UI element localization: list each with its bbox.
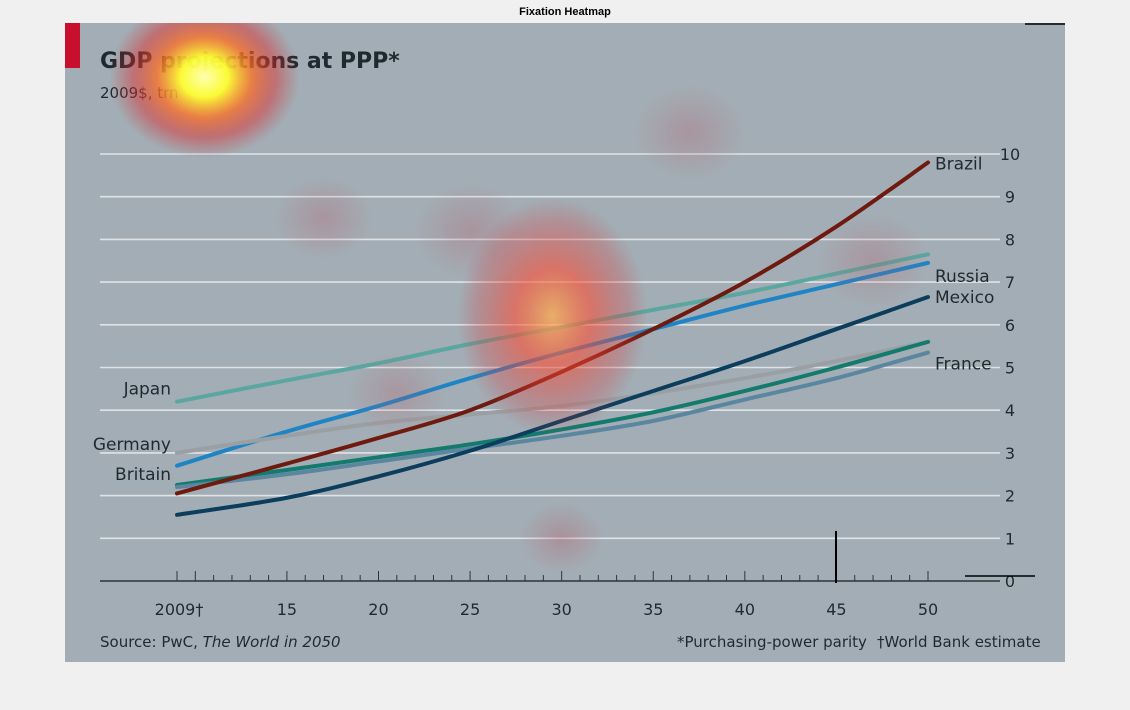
fixation-spot bbox=[633, 85, 746, 181]
series-labels: Japan Russia Germany Britain France Mexico Bra… bbox=[93, 155, 995, 485]
y-tick-label: 1 bbox=[1005, 529, 1015, 548]
fixation-heatmap-overlay bbox=[109, 23, 930, 574]
fixation-spot bbox=[109, 23, 300, 158]
y-tick-label: 8 bbox=[1005, 230, 1015, 249]
series-label-japan: Japan bbox=[123, 380, 171, 400]
footnote-ppp: *Purchasing-power parity bbox=[677, 633, 867, 651]
series-label-france: France bbox=[935, 355, 992, 375]
source-prefix: Source: PwC, bbox=[100, 633, 203, 651]
source-note: Source: PwC, The World in 2050 bbox=[100, 633, 341, 651]
y-tick-label: 10 bbox=[1000, 145, 1020, 164]
fixation-spot bbox=[347, 351, 446, 435]
y-tick-label: 3 bbox=[1005, 444, 1015, 463]
fixation-spot bbox=[414, 183, 527, 279]
fixation-spot bbox=[274, 176, 373, 260]
series-label-brazil: Brazil bbox=[935, 155, 982, 175]
series-label-britain: Britain bbox=[115, 465, 171, 485]
y-tick-label: 2 bbox=[1005, 487, 1015, 506]
x-tick-label: 40 bbox=[735, 600, 755, 619]
x-tick-label: 25 bbox=[460, 600, 480, 619]
y-tick-label: 9 bbox=[1005, 188, 1015, 207]
series-label-germany: Germany bbox=[93, 435, 171, 455]
y-tick-label: 5 bbox=[1005, 359, 1015, 378]
y-tick-label: 7 bbox=[1005, 273, 1015, 292]
fixation-spot bbox=[519, 502, 604, 574]
x-tick-label: 35 bbox=[643, 600, 663, 619]
x-tick-label: 50 bbox=[918, 600, 938, 619]
series-label-russia: Russia bbox=[935, 267, 990, 287]
title-accent-bar bbox=[65, 23, 80, 68]
fixation-spot bbox=[817, 213, 930, 309]
series-label-mexico: Mexico bbox=[935, 288, 994, 308]
x-axis: 2009† 15 20 25 30 35 40 45 50 bbox=[155, 571, 938, 619]
figure-window-title: Fixation Heatmap bbox=[519, 6, 611, 18]
y-tick-label: 6 bbox=[1005, 316, 1015, 335]
footnote-world-bank: †World Bank estimate bbox=[877, 633, 1041, 651]
series-line-france bbox=[175, 350, 930, 490]
x-tick-label: 30 bbox=[551, 600, 571, 619]
x-tick-label: 2009† bbox=[155, 600, 204, 619]
y-tick-label: 0 bbox=[1005, 572, 1015, 591]
source-title: The World in 2050 bbox=[203, 633, 341, 651]
y-axis-tick-labels: 0 1 2 3 4 5 6 7 8 9 10 bbox=[1000, 145, 1020, 591]
x-tick-label: 20 bbox=[368, 600, 388, 619]
heatmap-figure: 2009† 15 20 25 30 35 40 45 50 0 1 2 3 4 5 6 7 8 9 10 Japan… bbox=[65, 23, 1065, 662]
x-tick-label: 15 bbox=[277, 600, 297, 619]
x-tick-label: 45 bbox=[826, 600, 846, 619]
y-tick-label: 4 bbox=[1005, 401, 1015, 420]
